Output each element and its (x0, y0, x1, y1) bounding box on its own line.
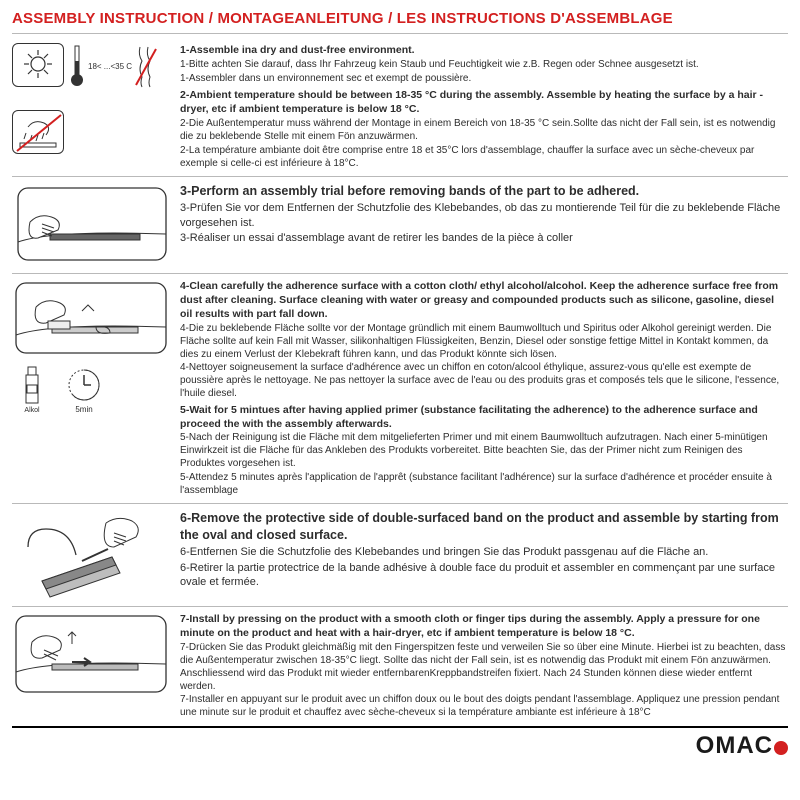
sun-icon (18, 48, 58, 82)
step4-de: 4-Die zu beklebende Fläche sollte vor de… (180, 323, 788, 361)
row-step-1-2: 18< ...<35 C 1-Assemble ina dry and dust… (12, 38, 788, 177)
illus-step-3 (12, 182, 180, 268)
text-step-6: 6-Remove the protective side of double-s… (180, 509, 788, 601)
step2-fr: 2-La température ambiante doit être comp… (180, 145, 788, 171)
illus-step-7 (12, 612, 180, 721)
snow-warning-icon (134, 43, 158, 89)
step1-en: 1-Assemble ina dry and dust-free environ… (180, 44, 788, 58)
brand-logo: OMAC (696, 732, 788, 760)
text-step-7: 7-Install by pressing on the product wit… (180, 612, 788, 721)
step2-de: 2-Die Außentemperatur muss während der M… (180, 118, 788, 144)
row-step-3: 3-Perform an assembly trial before remov… (12, 177, 788, 274)
press-install-icon (12, 612, 172, 698)
step5-de: 5-Nach der Reinigung ist die Fläche mit … (180, 432, 788, 470)
step7-de: 7-Drücken Sie das Produkt gleichmäßig mi… (180, 642, 788, 693)
row-step-7: 7-Install by pressing on the product wit… (12, 607, 788, 728)
brand-logo-dot (774, 741, 788, 755)
illus-step-1-2: 18< ...<35 C (12, 43, 180, 171)
text-step-4-5: 4-Clean carefully the adherence surface … (180, 279, 788, 498)
wait-label: 5min (64, 405, 104, 414)
alcohol-bottle-icon (20, 363, 44, 407)
trial-fit-icon (12, 182, 172, 268)
illus-step-6 (12, 509, 180, 601)
clock-icon (64, 365, 104, 405)
step4-fr: 4-Nettoyer soigneusement la surface d'ad… (180, 362, 788, 400)
footer: OMAC (12, 728, 788, 760)
peel-tape-icon (12, 509, 172, 601)
step7-fr: 7-Installer en appuyant sur le produit a… (180, 694, 788, 720)
text-step-3: 3-Perform an assembly trial before remov… (180, 182, 788, 268)
step1-fr: 1-Assembler dans un environnement sec et… (180, 73, 788, 86)
step3-en: 3-Perform an assembly trial before remov… (180, 183, 788, 200)
step2-en: 2-Ambient temperature should be between … (180, 89, 788, 117)
illus-step-4-5: Alkol 5min (12, 279, 180, 498)
clean-surface-icon (12, 279, 172, 359)
alcohol-label: Alkol (20, 407, 44, 414)
step6-fr: 6-Retirer la partie protectrice de la ba… (180, 561, 788, 590)
thermometer-icon (68, 43, 86, 89)
step6-de: 6-Entfernen Sie die Schutzfolie des Kleb… (180, 545, 788, 560)
step3-de: 3-Prüfen Sie vor dem Entfernen der Schut… (180, 201, 788, 230)
step3-fr: 3-Réaliser un essai d'assemblage avant d… (180, 231, 788, 246)
text-step-1-2: 1-Assemble ina dry and dust-free environ… (180, 43, 788, 171)
temp-range-label: 18< ...<35 C (88, 62, 132, 71)
step1-de: 1-Bitte achten Sie darauf, dass Ihr Fahr… (180, 59, 788, 72)
step6-en: 6-Remove the protective side of double-s… (180, 510, 788, 544)
page-title: ASSEMBLY INSTRUCTION / MONTAGEANLEITUNG … (12, 10, 788, 34)
step7-en: 7-Install by pressing on the product wit… (180, 613, 788, 641)
step5-en: 5-Wait for 5 mintues after having applie… (180, 404, 788, 432)
row-step-6: 6-Remove the protective side of double-s… (12, 504, 788, 607)
brand-logo-text: OMAC (696, 732, 773, 760)
step5-fr: 5-Attendez 5 minutes après l'application… (180, 472, 788, 498)
row-step-4-5: Alkol 5min 4-Clean carefully the adheren… (12, 274, 788, 504)
step4-en: 4-Clean carefully the adherence surface … (180, 280, 788, 322)
